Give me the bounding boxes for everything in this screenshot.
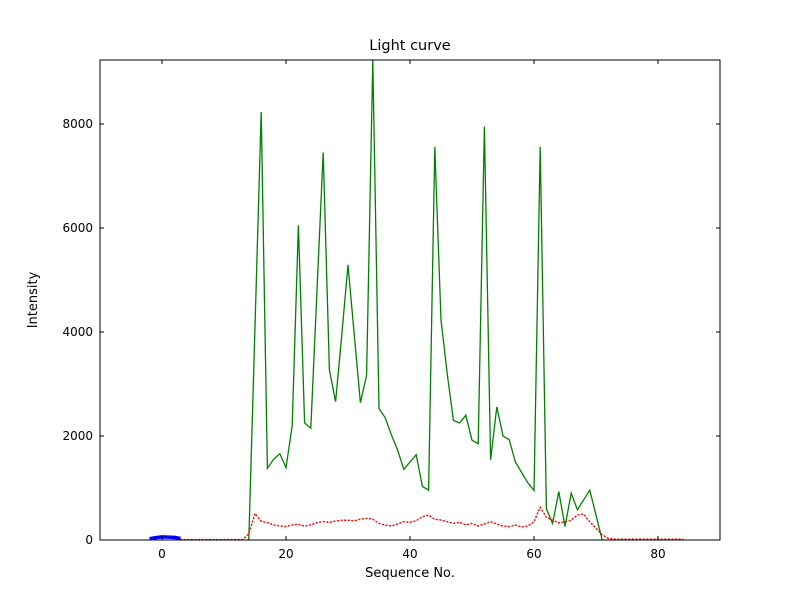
x-tick-label: 0 (158, 547, 166, 561)
x-tick-label: 40 (402, 547, 417, 561)
series-blue-baseline-segment (149, 535, 181, 541)
series-red-background-dotted (179, 505, 684, 541)
y-tick-label: 2000 (62, 429, 93, 443)
x-axis-label: Sequence No. (365, 566, 455, 581)
x-tick-label: 20 (278, 547, 293, 561)
y-tick-label: 4000 (62, 325, 93, 339)
tick-labels-layer: 0 20 40 60 80 0 2000 4000 6000 8000 (62, 117, 665, 561)
x-tick-label: 80 (650, 547, 665, 561)
series-layer (149, 59, 684, 541)
series-green-light-curve (248, 59, 603, 541)
ticks-layer (100, 60, 720, 541)
y-tick-label: 6000 (62, 221, 93, 235)
x-tick-label: 60 (526, 547, 541, 561)
y-tick-label: 0 (85, 533, 93, 547)
y-tick-label: 8000 (62, 117, 93, 131)
chart-title: Light curve (369, 38, 451, 54)
y-axis-label: Intensity (26, 271, 41, 328)
